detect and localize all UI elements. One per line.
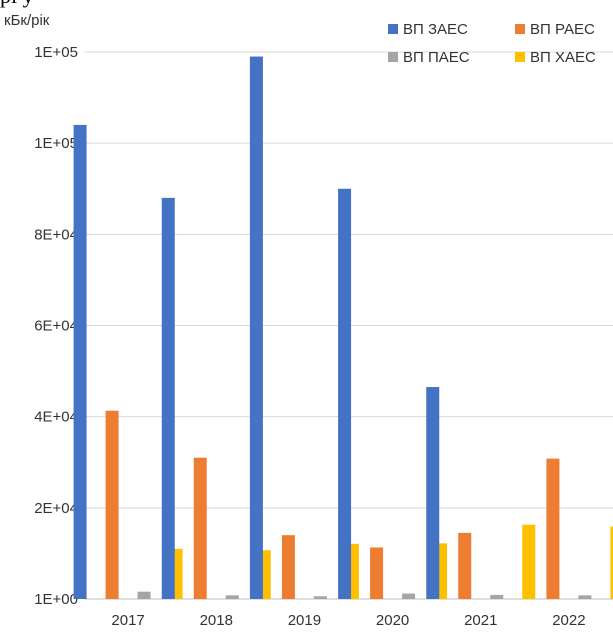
- y-tick-label: 4E+04: [34, 409, 78, 426]
- x-tick-label: 2018: [200, 612, 233, 629]
- bar: [73, 124, 87, 599]
- y-axis-ticks: 1E+00 2E+04 4E+04 6E+04 8E+04 1E+05 1E+05: [34, 44, 78, 608]
- bar: [313, 596, 327, 599]
- x-tick-label: 2022: [552, 612, 585, 629]
- bar: [546, 458, 560, 599]
- bar: [522, 524, 536, 599]
- bar: [137, 591, 151, 599]
- y-tick-label: 1E+05: [34, 44, 78, 61]
- legend-label: ВП РАЕС: [530, 21, 595, 38]
- bar: [490, 594, 504, 599]
- y-tick-label: 2E+04: [34, 500, 78, 517]
- y-axis-unit-label: кБк/рік: [4, 12, 50, 29]
- bar: [225, 595, 239, 599]
- x-tick-label: 2019: [288, 612, 321, 629]
- y-tick-label: 1E+00: [34, 591, 78, 608]
- x-tick-label: 2021: [464, 612, 497, 629]
- bar: [249, 56, 263, 599]
- x-tick-label: 2017: [111, 612, 144, 629]
- bars: [73, 56, 613, 599]
- legend-swatch: [515, 52, 525, 62]
- x-axis-ticks: 2017 2018 2019 2020 2021 2022: [111, 612, 585, 629]
- bar: [105, 410, 119, 599]
- y-tick-label: 1E+05: [34, 135, 78, 152]
- bar: [281, 535, 295, 599]
- bar: [193, 457, 207, 599]
- legend-swatch: [515, 24, 525, 34]
- legend-label: ВП ЗАЕС: [403, 21, 468, 38]
- bar: [161, 197, 175, 599]
- bar: [426, 387, 440, 599]
- legend-swatch: [388, 24, 398, 34]
- bar: [402, 593, 416, 599]
- bar: [338, 188, 352, 599]
- y-tick-label: 8E+04: [34, 226, 78, 243]
- bar: [610, 526, 613, 599]
- legend-label: ВП ХАЕС: [530, 49, 596, 66]
- bar: [578, 595, 592, 599]
- caption-fragment: рі у: [0, 0, 34, 8]
- legend-swatch: [388, 52, 398, 62]
- bar: [370, 547, 384, 599]
- bar: [458, 532, 472, 599]
- y-tick-label: 6E+04: [34, 318, 78, 335]
- x-tick-label: 2020: [376, 612, 409, 629]
- legend: ВП ЗАЕС ВП РАЕС ВП ПАЕС ВП ХАЕС: [388, 21, 596, 66]
- legend-label: ВП ПАЕС: [403, 49, 470, 66]
